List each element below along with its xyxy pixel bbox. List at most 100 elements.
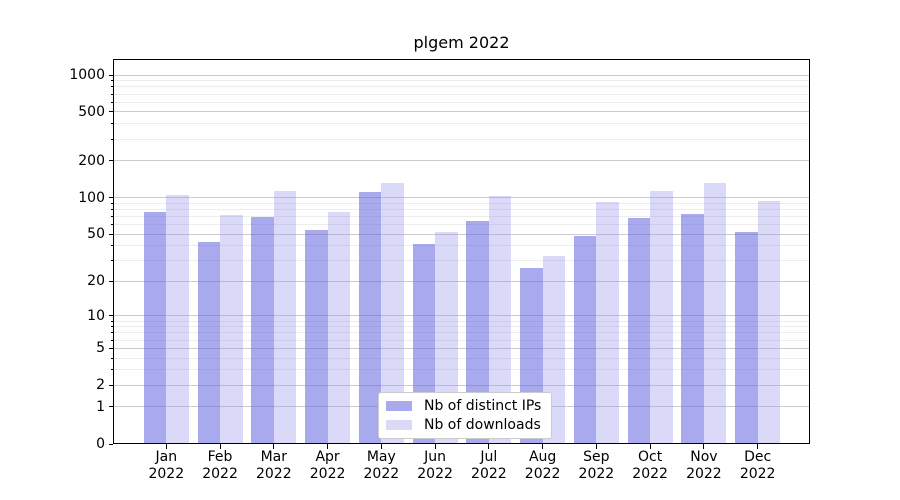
bar-downloads-oct <box>650 190 673 444</box>
bar-distinct-ips-mar <box>251 217 274 444</box>
x-tick-label: Feb 2022 <box>202 449 238 482</box>
y-minor-tick-mark <box>111 357 113 359</box>
x-tick-label: Nov 2022 <box>686 449 722 482</box>
y-minor-tick-mark <box>111 202 113 204</box>
y-gridline-major <box>113 280 810 282</box>
y-tick-label: 10 <box>87 307 105 324</box>
y-gridline-minor <box>113 357 810 359</box>
y-gridline-major <box>113 384 810 386</box>
y-tick-mark <box>109 443 113 445</box>
y-gridline-minor <box>113 101 810 103</box>
y-tick-mark <box>109 197 113 198</box>
y-tick-mark <box>109 74 113 76</box>
y-minor-tick-mark <box>111 369 113 371</box>
y-tick-label: 2 <box>96 377 105 394</box>
y-tick-label: 20 <box>87 273 105 290</box>
y-gridline-minor <box>113 339 810 341</box>
x-tick-mark <box>327 444 329 449</box>
bar-downloads-sep <box>596 202 619 444</box>
y-gridline-minor <box>113 320 810 322</box>
x-tick-mark <box>757 444 759 449</box>
x-tick-label: Jul 2022 <box>471 449 507 482</box>
bar-distinct-ips-dec <box>735 231 758 444</box>
x-tick-label: Dec 2022 <box>739 449 776 482</box>
y-gridline-minor <box>113 223 810 225</box>
bar-downloads-mar <box>273 191 297 444</box>
bar-distinct-ips-jul <box>466 221 489 444</box>
y-tick-label: 50 <box>87 226 105 242</box>
x-tick-mark <box>273 444 275 449</box>
y-minor-tick-mark <box>111 326 113 328</box>
y-gridline-minor <box>113 138 810 140</box>
x-tick-mark <box>219 444 221 449</box>
y-gridline-minor <box>113 202 810 204</box>
legend: Nb of distinct IPs Nb of downloads <box>378 392 553 439</box>
y-minor-tick-mark <box>111 208 113 210</box>
chart-title: plgem 2022 <box>413 33 510 52</box>
y-gridline-major <box>113 347 810 349</box>
x-tick-label: Mar 2022 <box>255 449 292 482</box>
y-minor-tick-mark <box>111 332 113 334</box>
y-tick-mark <box>109 347 113 349</box>
y-gridline-minor <box>113 260 810 262</box>
y-minor-tick-mark <box>111 339 113 341</box>
y-minor-tick-mark <box>111 93 113 95</box>
y-gridline-major <box>113 160 810 162</box>
y-minor-tick-mark <box>111 245 113 247</box>
y-tick-mark <box>109 111 113 113</box>
y-gridline-major <box>113 197 810 198</box>
y-gridline-minor <box>113 208 810 210</box>
y-gridline-minor <box>113 245 810 247</box>
x-tick-label: Sep 2022 <box>578 449 615 482</box>
y-gridline-minor <box>113 326 810 328</box>
legend-label-downloads: Nb of downloads <box>424 417 541 433</box>
y-tick-mark <box>109 280 113 282</box>
y-minor-tick-mark <box>111 80 113 82</box>
x-tick-label: Jun 2022 <box>417 449 453 482</box>
y-gridline-minor <box>113 369 810 371</box>
bar-downloads-nov <box>703 183 727 444</box>
bar-distinct-ips-may <box>358 192 382 444</box>
y-minor-tick-mark <box>111 86 113 88</box>
y-gridline-minor <box>113 93 810 95</box>
y-gridline-major <box>113 74 810 76</box>
y-gridline-major <box>113 315 810 317</box>
bar-distinct-ips-oct <box>627 217 651 444</box>
bar-downloads-apr <box>327 212 351 444</box>
y-gridline-minor <box>113 86 810 88</box>
bar-downloads-jun <box>435 231 458 444</box>
x-tick-label: May 2022 <box>363 449 400 482</box>
y-tick-label: 200 <box>78 152 105 169</box>
y-tick-mark <box>109 160 113 162</box>
y-tick-mark <box>109 406 113 408</box>
y-minor-tick-mark <box>111 101 113 103</box>
y-tick-label: 5 <box>96 340 105 357</box>
legend-label-distinct-ips: Nb of distinct IPs <box>424 398 542 414</box>
y-tick-mark <box>109 384 113 386</box>
x-tick-mark <box>434 444 436 449</box>
bar-distinct-ips-jan <box>143 212 167 444</box>
x-tick-label: Jan 2022 <box>148 449 185 482</box>
y-gridline-major <box>113 233 810 235</box>
y-tick-label: 0 <box>96 436 105 452</box>
y-gridline-minor <box>113 80 810 82</box>
bar-distinct-ips-sep <box>573 236 597 444</box>
y-tick-mark <box>109 315 113 317</box>
bar-distinct-ips-apr <box>305 229 328 444</box>
y-tick-label: 100 <box>78 189 105 206</box>
bar-downloads-dec <box>757 200 781 444</box>
bar-downloads-jul <box>488 196 512 444</box>
legend-item-downloads: Nb of downloads <box>386 417 541 433</box>
bar-downloads-may <box>381 182 404 444</box>
x-tick-mark <box>165 444 167 449</box>
x-tick-label: Apr 2022 <box>309 449 346 482</box>
legend-swatch-downloads <box>386 420 412 430</box>
y-gridline-minor <box>113 123 810 125</box>
x-tick-mark <box>542 444 544 449</box>
legend-swatch-distinct-ips <box>386 401 412 411</box>
y-minor-tick-mark <box>111 320 113 322</box>
y-tick-label: 1 <box>96 398 105 415</box>
x-tick-mark <box>380 444 382 449</box>
x-tick-label: Oct 2022 <box>632 449 668 482</box>
